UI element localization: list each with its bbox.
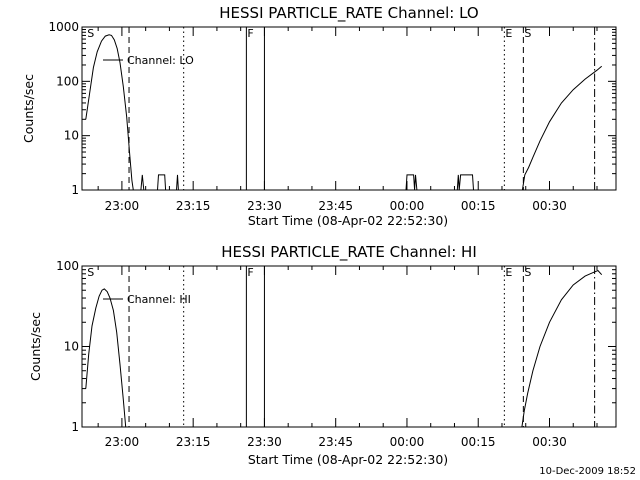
chart1-title: HESSI PARTICLE_RATE Channel: HI bbox=[221, 243, 477, 262]
chart0-xtick-label: 23:15 bbox=[176, 199, 211, 213]
chart0-series-line bbox=[456, 174, 474, 191]
chart1-annotation-label: S bbox=[87, 266, 94, 279]
footer-timestamp: 10-Dec-2009 18:52 bbox=[539, 466, 636, 477]
chart1-xtick-label: 23:30 bbox=[247, 435, 282, 449]
chart0-xtick-label: 00:30 bbox=[532, 199, 567, 213]
chart1-series-line bbox=[521, 269, 603, 428]
chart0-series-line bbox=[521, 65, 603, 191]
chart1-ytick-label: 10 bbox=[64, 340, 79, 354]
chart0-series-line bbox=[405, 174, 418, 191]
chart0-legend-label: Channel: LO bbox=[127, 54, 194, 67]
chart0-annotation-label: E bbox=[505, 27, 512, 40]
chart0-ytick-label: 100 bbox=[56, 74, 79, 88]
chart0-series-line bbox=[85, 34, 134, 191]
chart1-axes-frame bbox=[81, 265, 617, 428]
chart1-xtick-label: 00:00 bbox=[390, 435, 425, 449]
chart0-axes-frame bbox=[81, 26, 617, 191]
chart0-xtick-label: 23:30 bbox=[247, 199, 282, 213]
chart1-legend-label: Channel: HI bbox=[127, 293, 191, 306]
chart1-xtick-label: 00:15 bbox=[461, 435, 496, 449]
chart0-annotation-label: F bbox=[247, 27, 253, 40]
chart0-annotation-label: S bbox=[87, 27, 94, 40]
chart1-xtick-label: 00:30 bbox=[532, 435, 567, 449]
chart0-annotation-label: S bbox=[524, 27, 531, 40]
chart1-xtick-label: 23:00 bbox=[105, 435, 140, 449]
chart1-xlabel: Start Time (08-Apr-02 22:52:30) bbox=[248, 452, 448, 467]
chart0-panel: HESSI PARTICLE_RATE Channel: LO 1 10 100 100… bbox=[21, 4, 617, 228]
chart1-annotation-label: S bbox=[524, 266, 531, 279]
chart0-ylabel: Counts/sec bbox=[21, 74, 36, 143]
chart0-ytick-label: 1 bbox=[71, 183, 79, 197]
chart0-series-line bbox=[176, 174, 179, 191]
chart1-panel: HESSI PARTICLE_RATE Channel: HI 1 10 100 23:… bbox=[28, 243, 617, 467]
chart0-title: HESSI PARTICLE_RATE Channel: LO bbox=[219, 4, 478, 23]
chart1-xtick-label: 23:45 bbox=[318, 435, 353, 449]
chart0-xtick-label: 00:15 bbox=[461, 199, 496, 213]
chart0-ytick-label: 1000 bbox=[48, 20, 79, 34]
chart0-xlabel: Start Time (08-Apr-02 22:52:30) bbox=[248, 213, 448, 228]
chart0-xtick-label: 00:00 bbox=[390, 199, 425, 213]
chart1-ylabel: Counts/sec bbox=[28, 312, 43, 381]
chart1-annotation-label: E bbox=[505, 266, 512, 279]
chart0-ytick-label: 10 bbox=[64, 129, 79, 143]
chart1-series-line bbox=[85, 288, 127, 428]
chart0-series-line bbox=[157, 174, 167, 191]
chart1-xtick-label: 23:15 bbox=[176, 435, 211, 449]
chart0-xtick-label: 23:00 bbox=[105, 199, 140, 213]
chart1-annotation-label: F bbox=[247, 266, 253, 279]
chart0-series-line bbox=[140, 174, 145, 191]
chart1-ytick-label: 1 bbox=[71, 420, 79, 434]
chart1-ytick-label: 100 bbox=[56, 259, 79, 273]
chart0-xtick-label: 23:45 bbox=[318, 199, 353, 213]
